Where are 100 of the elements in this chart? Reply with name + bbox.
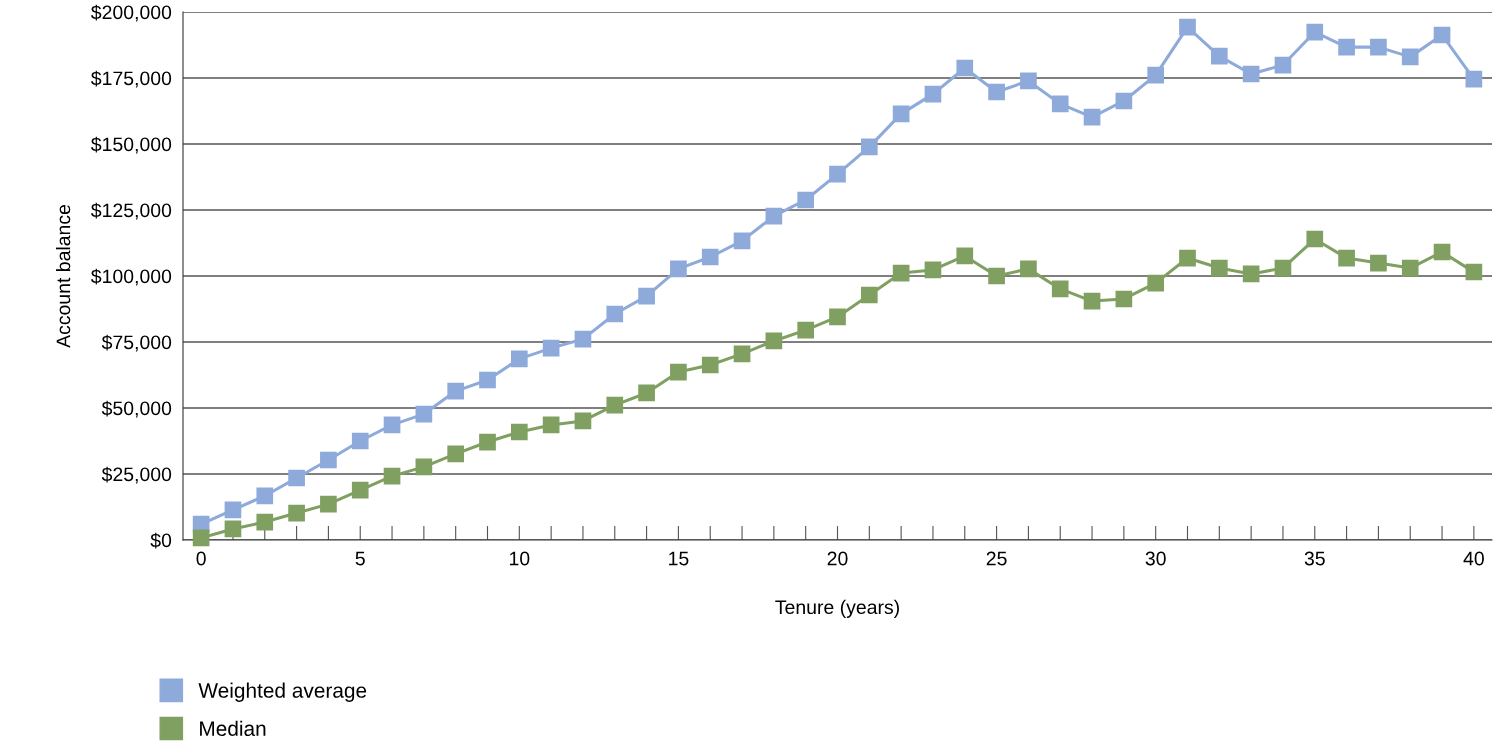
point — [288, 504, 305, 522]
point — [479, 433, 496, 451]
point — [320, 451, 337, 469]
point — [829, 308, 846, 326]
point — [797, 321, 815, 339]
point — [829, 165, 846, 183]
point — [1115, 290, 1133, 308]
point — [542, 339, 560, 357]
legend-label: Weighted average — [198, 682, 367, 702]
point — [1306, 23, 1324, 41]
point — [765, 207, 783, 225]
point — [224, 501, 242, 519]
point — [415, 458, 433, 476]
point — [224, 520, 242, 538]
point — [797, 191, 815, 209]
point — [1020, 260, 1037, 278]
y-tick-label: $25,000 — [101, 466, 172, 484]
point — [1338, 38, 1355, 56]
point — [1179, 249, 1196, 267]
point — [1465, 263, 1483, 281]
point — [256, 487, 274, 505]
point — [892, 105, 910, 123]
point — [1210, 259, 1228, 277]
point — [542, 416, 560, 434]
y-axis-title: Account balance — [56, 204, 71, 348]
point — [1338, 249, 1355, 267]
y-tick-label: $125,000 — [91, 202, 172, 220]
point — [351, 481, 369, 499]
point — [638, 287, 655, 305]
point — [479, 371, 496, 389]
point — [1179, 18, 1196, 36]
x-tick-label: 0 — [196, 551, 206, 566]
point — [1370, 254, 1387, 272]
x-axis-title: Tenure (years) — [775, 599, 899, 618]
point — [606, 305, 624, 323]
x-tick-label: 40 — [1463, 551, 1484, 566]
point — [1083, 108, 1101, 126]
point — [701, 356, 719, 374]
point — [447, 382, 465, 400]
point — [574, 330, 592, 348]
point — [383, 416, 401, 434]
point — [701, 248, 719, 266]
point — [256, 513, 274, 531]
point — [956, 59, 974, 77]
point — [1306, 230, 1324, 248]
point — [988, 83, 1005, 101]
point — [1083, 292, 1101, 310]
x-tick-label: 20 — [827, 551, 848, 566]
point — [1401, 48, 1419, 66]
y-tick-label: $100,000 — [91, 268, 172, 286]
point — [1242, 265, 1260, 283]
point — [1051, 280, 1069, 298]
point — [1274, 56, 1292, 74]
x-tick-label: 35 — [1304, 551, 1325, 566]
point — [860, 138, 878, 156]
point — [606, 396, 624, 414]
point — [733, 345, 751, 363]
point — [1242, 65, 1260, 83]
point — [670, 363, 687, 381]
point — [415, 405, 433, 423]
point — [1051, 95, 1069, 113]
point — [1465, 70, 1483, 88]
point — [1210, 47, 1228, 65]
point — [765, 332, 783, 350]
y-tick-label: $150,000 — [91, 136, 172, 154]
point — [192, 529, 210, 547]
point — [1370, 38, 1387, 56]
y-tick-label: $75,000 — [101, 334, 172, 352]
x-tick-label: 10 — [509, 551, 530, 566]
point — [351, 432, 369, 450]
point — [1274, 259, 1292, 277]
point — [1433, 243, 1451, 261]
point — [510, 423, 528, 441]
point — [288, 469, 305, 487]
y-tick-label: $175,000 — [91, 70, 172, 88]
point — [1020, 72, 1037, 90]
point — [383, 467, 401, 485]
y-tick-label: $0 — [150, 532, 172, 549]
point — [1147, 66, 1165, 84]
x-tick-label: 5 — [355, 551, 365, 566]
y-tick-label: $200,000 — [91, 4, 172, 22]
x-tick-label: 25 — [986, 551, 1007, 566]
point — [447, 445, 465, 463]
point — [860, 286, 878, 304]
x-tick-label: 30 — [1145, 551, 1166, 566]
legend-label: Median — [200, 720, 266, 737]
point — [956, 247, 974, 265]
point — [670, 260, 687, 278]
point — [924, 261, 942, 279]
y-tick-label: $50,000 — [101, 400, 172, 418]
point — [1115, 92, 1133, 110]
point — [1433, 26, 1451, 44]
point — [733, 232, 751, 250]
point — [320, 495, 337, 513]
point — [638, 384, 655, 402]
point — [988, 267, 1005, 285]
point — [924, 85, 942, 103]
point — [510, 350, 528, 368]
x-tick-label: 15 — [669, 551, 689, 566]
point — [1401, 259, 1419, 277]
